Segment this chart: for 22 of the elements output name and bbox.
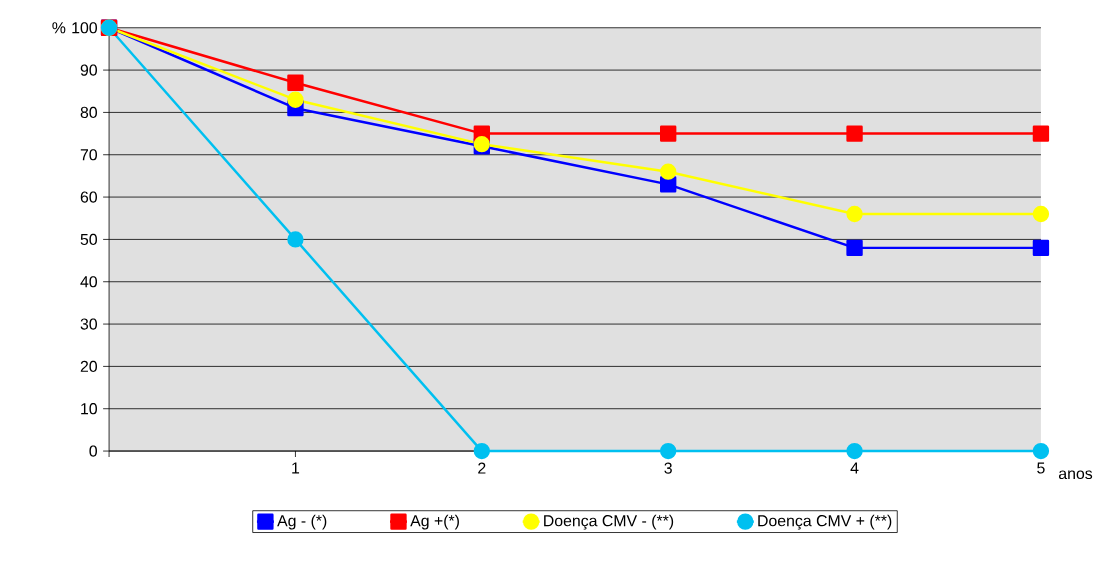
y-tick-label: 40	[80, 276, 97, 288]
y-axis-title: %	[52, 22, 66, 34]
y-tick-label: 100	[72, 22, 97, 34]
y-tick-label: 0	[89, 445, 97, 457]
x-tick-label: 4	[850, 462, 859, 474]
y-tick-label: 60	[80, 191, 97, 203]
y-tick-label: 10	[81, 403, 97, 415]
x-axis-title: anos	[1058, 470, 1093, 480]
x-tick-label: 5	[1037, 462, 1045, 474]
y-tick-label: 80	[80, 106, 97, 119]
x-tick-label: 3	[664, 462, 672, 474]
y-tick-label: 50	[80, 233, 97, 246]
y-tick-label: 70	[80, 149, 97, 161]
legend-label: Doença CMV + (**)	[758, 514, 892, 530]
legend-label: Ag - (*)	[277, 514, 327, 530]
legend-label: Doença CMV - (**)	[544, 514, 674, 530]
x-tick-label: 1	[292, 462, 300, 474]
y-tick-label: 90	[80, 64, 97, 76]
y-tick-label: 30	[80, 318, 97, 330]
legend-label: Ag +(*)	[410, 514, 459, 530]
y-tick-label: 20	[80, 360, 97, 373]
x-tick-label: 2	[478, 462, 486, 474]
